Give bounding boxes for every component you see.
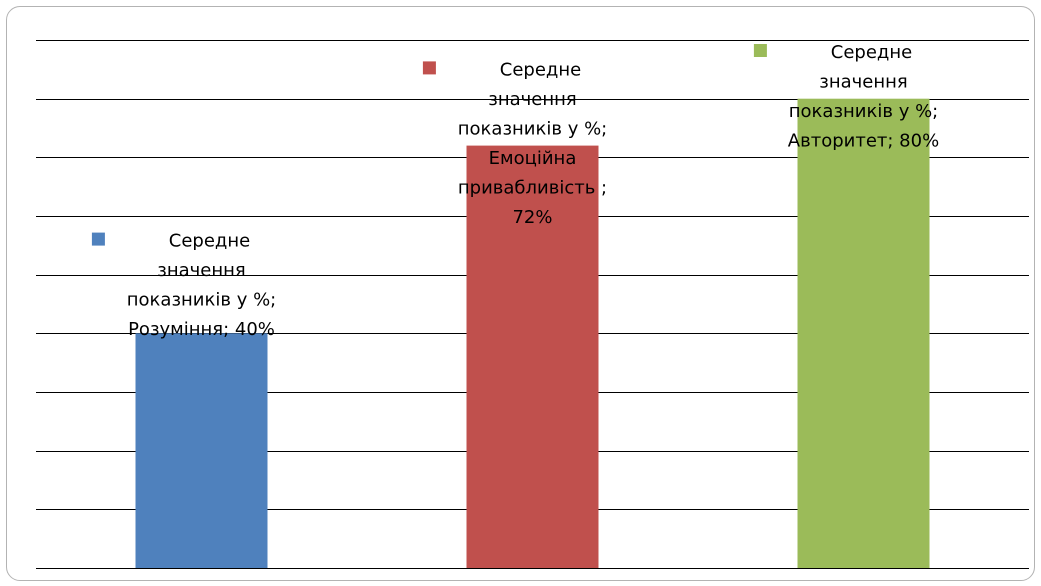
data-label-line: показників у %; xyxy=(127,290,276,311)
bar-2 xyxy=(466,145,599,568)
data-label-line: Середне xyxy=(500,59,581,80)
data-label-3: Середне значення показників у %; Авторитет;… xyxy=(753,42,939,152)
data-label-line: Емоційна xyxy=(489,148,577,169)
data-label-key-2 xyxy=(422,61,436,75)
data-label-key-3 xyxy=(753,44,767,57)
data-label-line: значення xyxy=(488,89,576,110)
bars xyxy=(135,98,930,568)
data-label-1: Середне значення показників у %; Розуміння;… xyxy=(91,231,276,340)
data-label-line: Середне xyxy=(831,42,912,63)
data-label-line: показників у %; xyxy=(458,118,607,139)
data-label-line: показників у %; xyxy=(789,101,938,122)
data-label-line: 72% xyxy=(512,207,552,228)
data-label-line: значення xyxy=(819,72,907,93)
data-label-key-1 xyxy=(91,232,105,246)
bar-1 xyxy=(135,333,268,568)
data-label-line: Авторитет; 80% xyxy=(788,131,939,152)
data-label-line: Середне xyxy=(169,231,250,252)
data-label-2: Середне значення показників у %; Емоційна пр… xyxy=(422,59,607,228)
bar-3 xyxy=(797,98,930,568)
data-label-line: Розуміння; 40% xyxy=(128,319,275,340)
data-label-line: привабливість ; xyxy=(458,177,607,198)
data-label-line: значення xyxy=(157,260,245,281)
data-labels: Середне значення показників у %; Розуміння;… xyxy=(91,42,939,340)
